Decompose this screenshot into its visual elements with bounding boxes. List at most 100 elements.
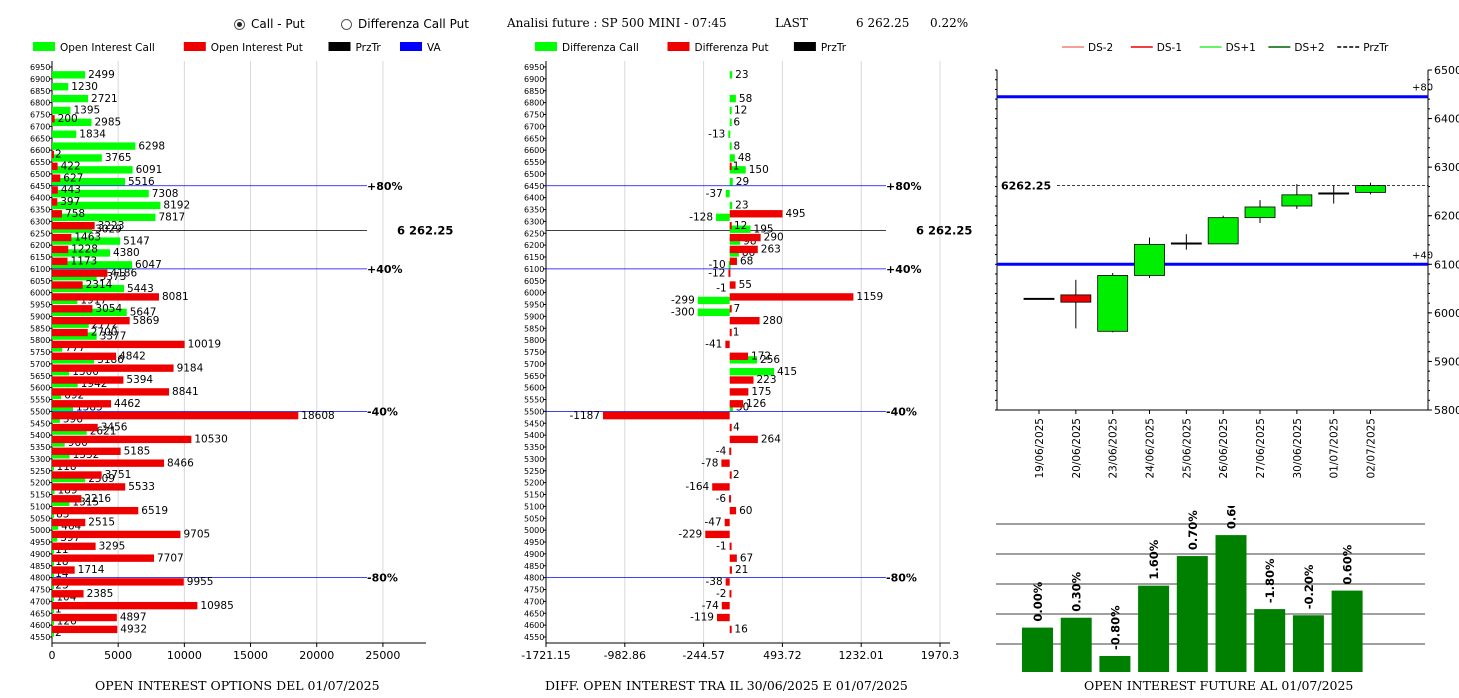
put-bar	[52, 554, 155, 562]
put-value-label: 4	[733, 422, 740, 434]
put-value-label: 2216	[84, 493, 111, 505]
candle-body	[1170, 242, 1202, 245]
call-bar	[52, 237, 121, 245]
strike-label: 5350	[30, 443, 50, 452]
put-value-label: -38	[705, 576, 722, 588]
level-label: +80%	[367, 180, 403, 193]
strike-label: 5900	[30, 312, 50, 321]
call-bar	[729, 166, 746, 174]
call-bar	[729, 118, 732, 127]
put-value-label: 495	[786, 208, 806, 220]
strike-label: 5150	[524, 491, 544, 500]
put-bar	[52, 590, 84, 598]
radio-call-put[interactable]: Call - Put	[234, 17, 305, 31]
strike-label: 6750	[524, 111, 544, 120]
call-bar	[716, 213, 730, 222]
put-value-label: 1173	[71, 255, 98, 267]
put-value-label: 200	[58, 113, 78, 125]
call-value-label: 2499	[88, 69, 115, 81]
put-value-label: 6519	[141, 505, 168, 517]
put-value-label: 16	[734, 624, 748, 636]
call-value-label: 2985	[95, 117, 122, 129]
legend-swatch	[400, 42, 422, 51]
put-bar	[52, 625, 118, 634]
strike-label: 5400	[30, 431, 50, 440]
put-value-label: 21	[735, 564, 748, 576]
y-tick-label: 6100	[1434, 258, 1459, 271]
strike-label: 5650	[524, 372, 544, 381]
call-bar	[52, 166, 133, 174]
radio-call-put-dot[interactable]	[234, 18, 245, 30]
legend-swatch	[535, 42, 557, 51]
call-value-label: 415	[777, 366, 797, 378]
radio-differenza[interactable]: Differenza Call Put	[341, 17, 469, 31]
oi-future-bar	[1138, 585, 1170, 672]
strike-label: 4650	[30, 609, 50, 618]
strike-label: 4700	[30, 597, 50, 606]
strike-label: 6900	[524, 75, 544, 84]
level-label: +40%	[886, 263, 922, 276]
radio-differenza-dot[interactable]	[341, 18, 352, 30]
call-value-label: 29	[736, 176, 749, 188]
x-tick-label: -1721.15	[521, 649, 570, 662]
put-value-label: 5394	[126, 374, 153, 386]
future-candlestick-chart: DS-2 DS-1 DS+1 DS+2 PrzTr 6500 6400 6300 6200 610…	[995, 42, 1459, 479]
strike-label: 6500	[524, 170, 544, 179]
put-value-label: 12	[734, 220, 747, 232]
put-bar	[721, 459, 730, 467]
put-value-label: 2314	[86, 279, 113, 291]
call-bar	[52, 249, 110, 257]
strike-label: 5000	[30, 526, 50, 535]
put-bar	[603, 411, 730, 420]
call-value-label: 5443	[127, 283, 154, 295]
put-bar	[52, 340, 185, 349]
put-value-label: 4186	[110, 267, 137, 279]
put-value-label: -6	[716, 493, 727, 505]
call-bar	[52, 261, 133, 269]
put-bar	[52, 352, 117, 360]
legend-swatch	[183, 42, 206, 51]
put-bar	[729, 506, 737, 515]
call-value-label: 4380	[113, 247, 140, 259]
candle-body	[1134, 243, 1165, 276]
put-bar	[724, 518, 730, 527]
call-bar	[725, 189, 730, 198]
put-bar	[729, 423, 732, 432]
put-value-label: 2	[733, 469, 740, 481]
strike-label: 5600	[30, 384, 50, 393]
strike-label: 6200	[524, 241, 544, 250]
call-bar	[729, 94, 736, 103]
call-bar	[52, 118, 92, 127]
put-value-label: 3456	[101, 422, 128, 434]
x-tick-label: 26/06/2025	[1218, 418, 1230, 479]
x-tick-label: 1232.01	[838, 649, 884, 662]
legend-label: Open Interest Put	[211, 42, 303, 54]
strike-label: 5750	[30, 348, 50, 357]
call-value-label: -37	[706, 188, 723, 200]
call-bar	[729, 142, 732, 150]
call-value-label: 6	[733, 117, 740, 129]
put-bar	[712, 483, 730, 491]
put-value-label: 10019	[188, 339, 221, 351]
candle-body	[1281, 194, 1313, 207]
strike-label: 5750	[524, 348, 544, 357]
price-line-label: 6262.25	[1001, 179, 1051, 192]
call-value-label: 3377	[100, 330, 127, 342]
put-value-label: 2515	[88, 517, 115, 529]
call-bar	[52, 201, 161, 210]
put-value-label: 8841	[172, 386, 199, 398]
oi-future-bar	[1022, 627, 1053, 672]
candle-body	[1355, 185, 1386, 193]
put-bar	[729, 471, 732, 479]
footer-oi-options: OPEN INTEREST OPTIONS DEL 01/07/2025	[95, 678, 380, 693]
put-value-label: 1228	[71, 244, 98, 256]
strike-label: 6350	[524, 206, 544, 215]
put-bar	[729, 435, 758, 444]
put-bar	[52, 411, 299, 420]
change-value: 0.22%	[930, 16, 969, 30]
call-value-label: 1395	[73, 105, 100, 117]
y-tick-label: 5900	[1434, 355, 1459, 368]
strike-label: 6250	[524, 229, 544, 238]
level-label: +80%	[886, 180, 922, 193]
strike-label: 5050	[30, 514, 50, 523]
